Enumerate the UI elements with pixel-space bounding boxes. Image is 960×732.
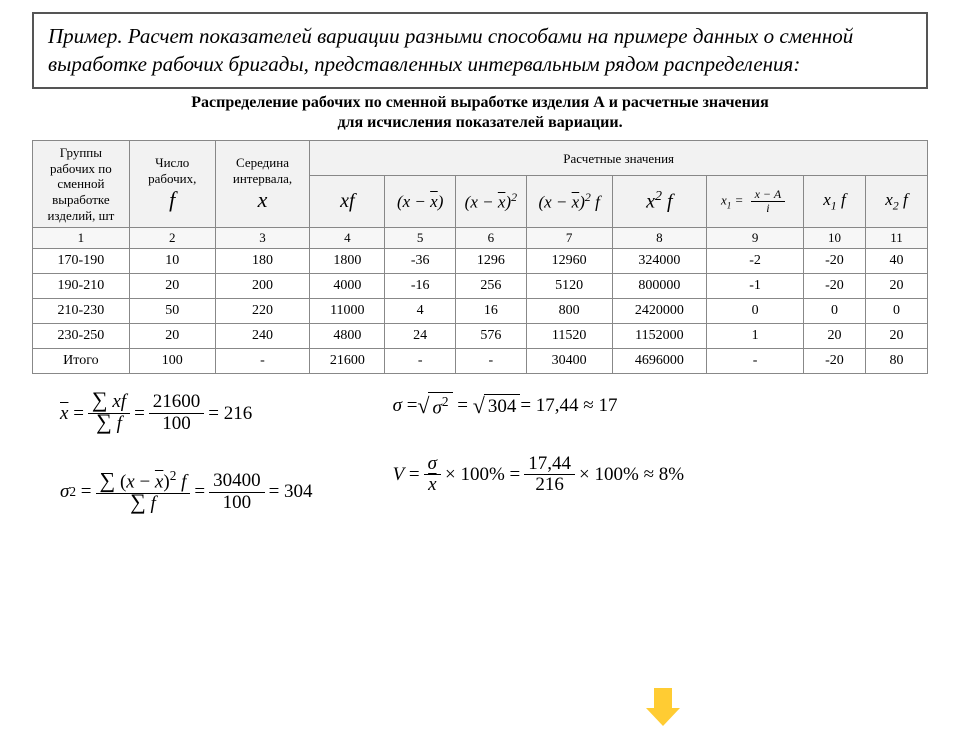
intro-text: Расчет показателей вариации разными спос… [48, 24, 853, 76]
col-header-f-sym: f [134, 187, 211, 213]
table-title-line2: для исчисления показателей вариации. [32, 113, 928, 134]
data-table: Группы рабочих по сменной выработке изде… [32, 140, 928, 374]
col-header-x: Середина интервала, x [215, 141, 310, 228]
table-row: 210-23050220110004168002420000000 [33, 299, 928, 324]
table-title-line1: Распределение рабочих по сменной выработ… [32, 93, 928, 114]
col-header-groups: Группы рабочих по сменной выработке изде… [33, 141, 130, 228]
table-row: 190-210202004000-162565120800000-1-2020 [33, 274, 928, 299]
formulas-block: x = ∑ xf∑ f = 21600100 = 216 σ2 = ∑ (x −… [60, 392, 912, 515]
index-row: 1 2 3 4 5 6 7 8 9 10 11 [33, 228, 928, 249]
col-header-f-text: Число рабочих, [134, 155, 211, 186]
col-header-x-sym: x [220, 187, 306, 213]
data-table-wrap: Группы рабочих по сменной выработке изде… [32, 140, 928, 374]
idx-cell: 1 [33, 228, 130, 249]
col-header-f: Число рабочих, f [129, 141, 215, 228]
idx-cell: 7 [526, 228, 612, 249]
idx-cell: 10 [803, 228, 865, 249]
col-header-x2f: x2 f [612, 176, 707, 228]
col-header-x1: x1 = x − Ai [707, 176, 804, 228]
formulas-right: σ = √σ2 = √304 = 17,44 ≈ 17 V = σx × 100… [393, 392, 685, 515]
intro-box: Пример. Расчет показателей вариации разн… [32, 12, 928, 89]
col-header-xf: xf [310, 176, 385, 228]
formula-sd: σ = √σ2 = √304 = 17,44 ≈ 17 [393, 392, 685, 419]
idx-cell: 2 [129, 228, 215, 249]
col-header-x2f2: x2 f [865, 176, 927, 228]
table-row: 230-2502024048002457611520115200012020 [33, 324, 928, 349]
idx-cell: 11 [865, 228, 927, 249]
idx-cell: 3 [215, 228, 310, 249]
col-header-x1f: x1 f [803, 176, 865, 228]
idx-cell: 8 [612, 228, 707, 249]
col-header-dev2: (x − x)2 [456, 176, 527, 228]
table-title: Распределение рабочих по сменной выработ… [32, 93, 928, 135]
idx-cell: 4 [310, 228, 385, 249]
idx-cell: 9 [707, 228, 804, 249]
formulas-left: x = ∑ xf∑ f = 21600100 = 216 σ2 = ∑ (x −… [60, 392, 313, 515]
col-header-dev2f: (x − x)2 f [526, 176, 612, 228]
idx-cell: 5 [385, 228, 456, 249]
formula-cv: V = σx × 100% = 17,44216 × 100% ≈ 8% [393, 454, 685, 497]
formula-mean: x = ∑ xf∑ f = 21600100 = 216 [60, 392, 313, 435]
total-row: Итого 100-21600--304004696000--2080 [33, 349, 928, 374]
col-header-dev: (x − x) [385, 176, 456, 228]
intro-lead: Пример. [48, 24, 123, 48]
col-header-x-text: Середина интервала, [220, 155, 306, 186]
down-arrow-icon [646, 688, 680, 728]
table-row: 170-190101801800-36129612960324000-2-204… [33, 249, 928, 274]
col-header-calc: Расчетные значения [310, 141, 928, 176]
formula-variance: σ2 = ∑ (x − x)2 f∑ f = 30400100 = 304 [60, 469, 313, 515]
idx-cell: 6 [456, 228, 527, 249]
